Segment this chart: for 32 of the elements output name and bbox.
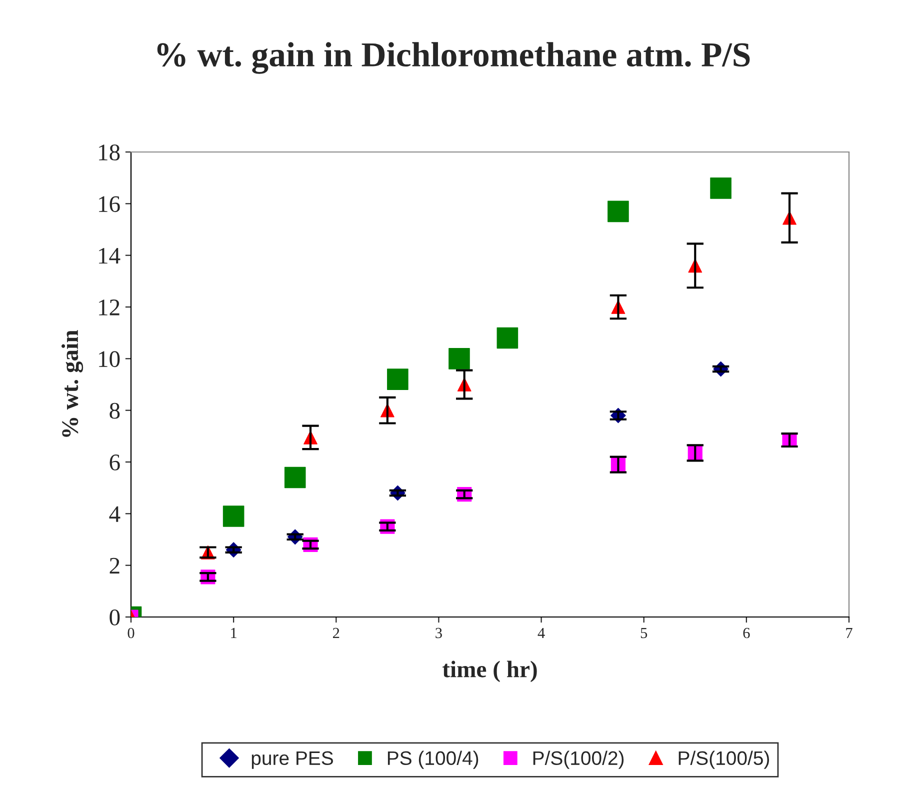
x-tick-label: 7 <box>846 628 852 638</box>
x-tick-label: 2 <box>332 628 340 638</box>
legend-label: P/S(100/2) <box>533 750 624 769</box>
y-tick-label: 4 <box>109 506 120 522</box>
legend-label: pure PES <box>252 751 333 769</box>
y-tick-label: 2 <box>110 558 120 574</box>
y-tick-label: 14 <box>99 248 120 264</box>
y-tick-label: 10 <box>99 351 120 368</box>
point <box>387 368 408 390</box>
x-tick-label: 3 <box>436 628 442 638</box>
point <box>496 327 518 349</box>
y-tick-label: 18 <box>99 144 120 160</box>
y-tick-label: 0 <box>110 609 120 626</box>
x-tick-label: 0 <box>128 628 134 638</box>
legend-label: P/S(100/5) <box>678 750 769 769</box>
legend-label: PS (100/4) <box>388 750 478 769</box>
x-axis-title: time ( hr) <box>442 660 537 682</box>
x-tick-label: 6 <box>743 628 750 638</box>
x-tick-label: 5 <box>640 628 648 638</box>
x-tick-label: 4 <box>538 628 545 638</box>
x-tick-label: 1 <box>231 628 236 638</box>
point <box>448 348 470 370</box>
point <box>608 200 629 222</box>
chart-title: % wt. gain in Dichloromethane atm. P/S <box>157 42 750 74</box>
y-tick-label: 6 <box>110 454 120 470</box>
y-tick-label: 12 <box>99 300 120 316</box>
y-tick-label: 8 <box>110 402 120 419</box>
point <box>284 466 306 488</box>
point <box>710 178 732 199</box>
y-tick-label: 16 <box>99 196 120 212</box>
y-axis-title: % wt. gain <box>61 330 84 437</box>
point <box>222 506 244 527</box>
